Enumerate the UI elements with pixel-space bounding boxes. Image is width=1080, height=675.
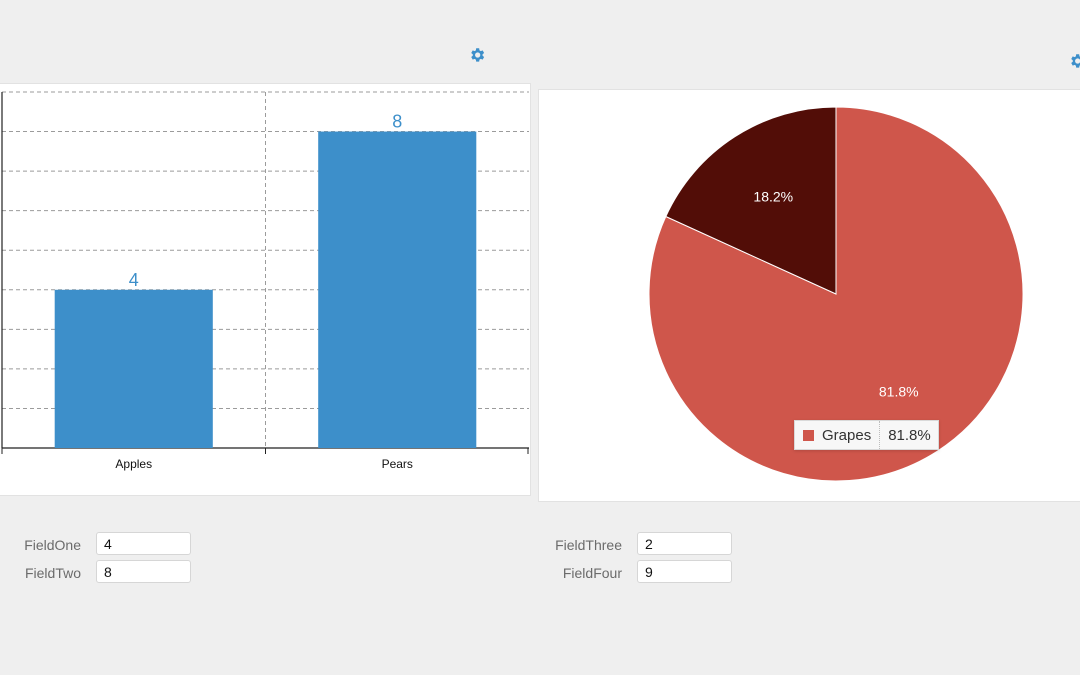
bar-apples[interactable]: [54, 289, 213, 448]
field-four-label: FieldFour: [562, 565, 622, 581]
pie-slice-other[interactable]: [665, 106, 837, 295]
field-two-input[interactable]: [96, 560, 191, 583]
field-two-label: FieldTwo: [24, 565, 81, 581]
pie-tooltip: Grapes 81.8%: [794, 420, 939, 450]
gear-icon[interactable]: [468, 46, 486, 64]
field-three-input[interactable]: [637, 532, 732, 555]
bar-chart-panel: 4 Apples 8 Pears: [0, 83, 531, 496]
tooltip-value: 81.8%: [879, 421, 938, 449]
tooltip-swatch: [803, 429, 814, 441]
pie-chart-panel: 81.8% 18.2% Grapes 81.8%: [538, 89, 1080, 502]
x-tick-label: Apples: [115, 457, 152, 471]
x-tick-label: Pears: [382, 457, 413, 471]
bar-data-label: 8: [392, 112, 402, 132]
bar-chart: 4 Apples 8 Pears: [1, 91, 529, 471]
field-one-label: FieldOne: [24, 537, 81, 553]
field-three-label: FieldThree: [555, 537, 622, 553]
bar-data-label: 4: [129, 270, 139, 290]
pie-slice-label: 18.2%: [753, 189, 793, 205]
gear-icon[interactable]: [1068, 52, 1080, 70]
tooltip-label: Grapes: [822, 426, 872, 444]
pie-slice-label: 81.8%: [879, 383, 919, 399]
pie-chart: 81.8% 18.2%: [648, 106, 1024, 482]
field-one-input[interactable]: [96, 532, 191, 555]
field-four-input[interactable]: [637, 560, 732, 583]
bar-pears[interactable]: [318, 131, 477, 449]
